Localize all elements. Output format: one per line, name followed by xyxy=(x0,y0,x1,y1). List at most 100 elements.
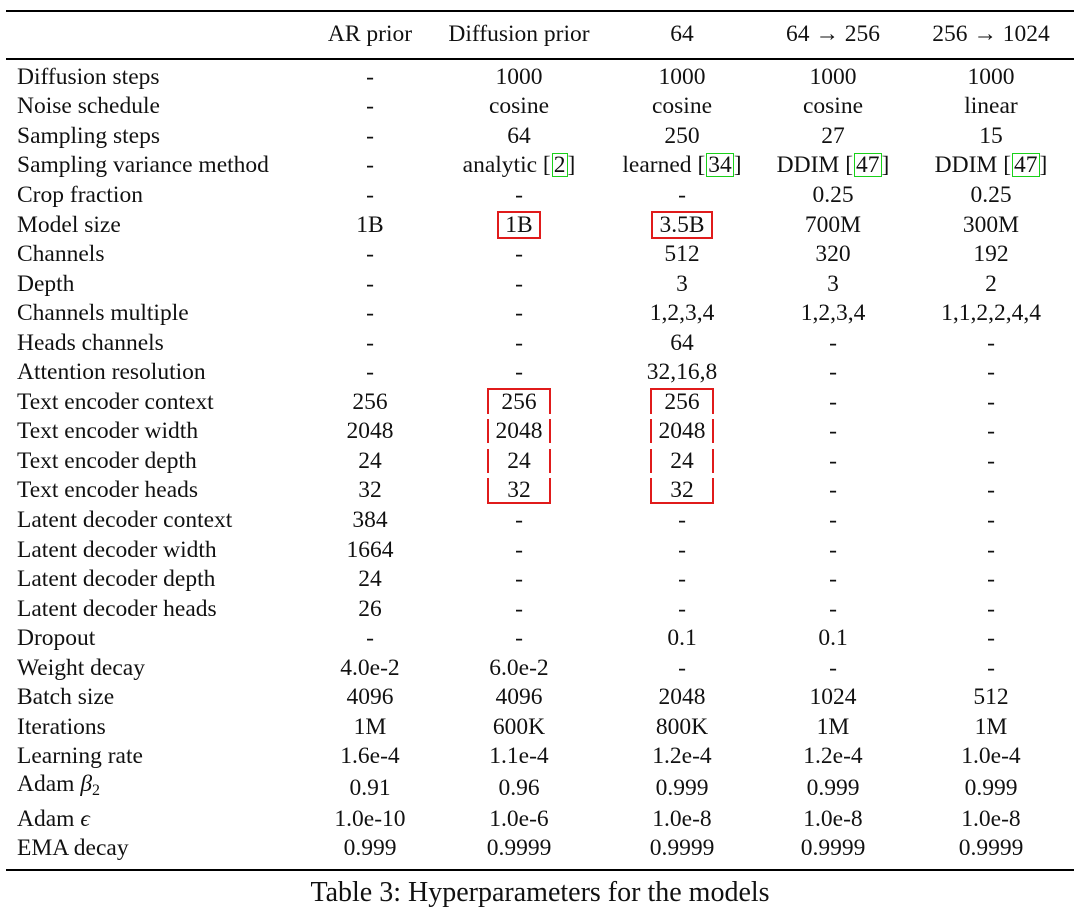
table-cell: 0.91 xyxy=(308,771,432,804)
row-label-text: Dropout xyxy=(17,625,96,652)
table-cell: cosine xyxy=(432,92,606,122)
table-cell: 64 xyxy=(606,328,758,358)
table-cell: - xyxy=(758,417,908,447)
header-cell-64-to-256: 64 → 256 xyxy=(786,20,880,47)
row-label: EMA decay xyxy=(6,834,308,864)
table-cell: DDIM [47] xyxy=(758,151,908,181)
cell-value: 27 xyxy=(821,122,845,149)
cell-value: - xyxy=(987,329,995,356)
highlight-box: 256 xyxy=(650,388,714,415)
cell-value: 0.25 xyxy=(970,181,1012,208)
cell-value: - xyxy=(678,595,686,622)
table-cell: 0.1 xyxy=(758,623,908,653)
cell-value: 256 xyxy=(501,389,537,416)
table-cell: - xyxy=(432,357,606,387)
cell-value: - xyxy=(829,506,837,533)
cell-value: - xyxy=(515,241,523,268)
table-cell: - xyxy=(308,298,432,328)
row-label-text: Crop fraction xyxy=(17,181,143,208)
row-label: Latent decoder context xyxy=(6,505,308,535)
table-row: Channels multiple - - 1,2,3,4 1,2,3,4 1,1,2,2… xyxy=(6,298,1074,328)
table-cell: 1000 xyxy=(606,62,758,92)
highlight-box: 256 xyxy=(487,388,551,416)
table-cell: 1.0e-8 xyxy=(758,804,908,834)
table-cell: 24 xyxy=(606,446,758,476)
table-cell: cosine xyxy=(606,92,758,122)
table-cell: 256 xyxy=(432,387,606,417)
table-row: Sampling variance method - analytic [2] lea… xyxy=(6,151,1074,181)
table-cell: 1,2,3,4 xyxy=(606,298,758,328)
header-cell-diffusion-prior: Diffusion prior xyxy=(448,20,590,47)
cell-value: 32,16,8 xyxy=(646,359,718,386)
table-cell: - xyxy=(308,62,432,92)
table-caption: Table 3: Hyperparameters for the models xyxy=(310,877,770,908)
cell-value: 32 xyxy=(670,476,694,503)
table-cell: - xyxy=(758,594,908,624)
row-label: Text encoder width xyxy=(6,417,308,447)
cell-value: - xyxy=(366,241,374,268)
row-label: Latent decoder heads xyxy=(6,594,308,624)
citation-bracket: [ xyxy=(1003,152,1012,179)
table-cell: 0.9999 xyxy=(908,834,1074,864)
table-cell: 27 xyxy=(758,121,908,151)
table-cell: learned [34] xyxy=(606,151,758,181)
cell-value: - xyxy=(987,595,995,622)
cell-value: - xyxy=(987,536,995,563)
cell-value: 1664 xyxy=(346,536,394,563)
table-cell: - xyxy=(308,180,432,210)
table-cell: 24 xyxy=(432,446,606,476)
cell-value: 1B xyxy=(356,211,384,238)
table-cell: 1.0e-10 xyxy=(308,804,432,834)
citation-bracket: ] xyxy=(567,152,576,179)
cell-value: - xyxy=(987,566,995,593)
math-symbol: ϵ xyxy=(80,805,90,832)
cell-value: - xyxy=(366,93,374,120)
row-label: Noise schedule xyxy=(6,92,308,122)
row-label: Attention resolution xyxy=(6,357,308,387)
row-label-text: Adam xyxy=(17,771,75,798)
cell-value: - xyxy=(987,506,995,533)
table-cell: 1M xyxy=(308,712,432,742)
cell-value: 1.0e-6 xyxy=(489,805,549,832)
cell-value: 1024 xyxy=(809,684,857,711)
cell-value: - xyxy=(987,625,995,652)
table-cell: 1.1e-4 xyxy=(432,742,606,772)
row-label-text: Adam xyxy=(17,805,75,832)
table-cell: - xyxy=(908,476,1074,506)
cell-value: 2048 xyxy=(658,418,706,445)
table-row: Latent decoder context 384 - - - - xyxy=(6,505,1074,535)
row-label-text: Model size xyxy=(17,211,121,238)
table-cell: - xyxy=(758,446,908,476)
row-label: Weight decay xyxy=(6,653,308,683)
table-cell: - xyxy=(606,564,758,594)
cell-value: 256 xyxy=(352,388,388,415)
cell-value: - xyxy=(678,536,686,563)
table-cell: 26 xyxy=(308,594,432,624)
row-label-text: Channels xyxy=(17,241,105,268)
cell-value: 2 xyxy=(985,270,997,297)
cell-value: 24 xyxy=(670,447,694,474)
table-cell: - xyxy=(758,564,908,594)
table-cell: 1000 xyxy=(432,62,606,92)
cell-value: 26 xyxy=(358,595,382,622)
cell-value: - xyxy=(366,63,374,90)
table-row: Text encoder width 2048 2048 2048 - - xyxy=(6,417,1074,447)
cell-value: 4096 xyxy=(495,684,543,711)
table-row: EMA decay 0.999 0.9999 0.9999 0.9999 0.9999 xyxy=(6,834,1074,864)
row-label-text: Latent decoder depth xyxy=(17,566,216,593)
table-cell: 1M xyxy=(758,712,908,742)
table-cell: 64 xyxy=(432,121,606,151)
cell-value: 1M xyxy=(974,713,1008,740)
table-row: Diffusion steps - 1000 1000 1000 1000 xyxy=(6,62,1074,92)
cell-value: 1.0e-8 xyxy=(652,805,712,832)
table-row: Heads channels - - 64 - - xyxy=(6,328,1074,358)
cell-value: 2048 xyxy=(495,418,543,445)
cell-value: 1.2e-4 xyxy=(652,743,712,770)
row-label: Text encoder depth xyxy=(6,446,308,476)
cell-value: 1000 xyxy=(967,63,1015,90)
table-cell: 24 xyxy=(308,564,432,594)
table-cell: - xyxy=(606,535,758,565)
cell-value: 3.5B xyxy=(659,211,705,238)
table-cell: 1024 xyxy=(758,682,908,712)
header-cell-ar-prior: AR prior xyxy=(327,20,413,47)
